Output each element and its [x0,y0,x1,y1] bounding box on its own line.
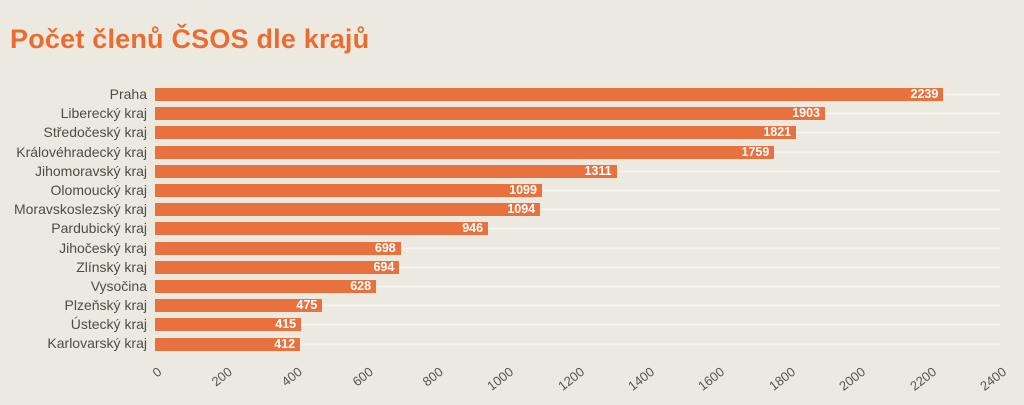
x-tick-label: 600 [349,364,376,390]
x-tick-label: 0 [149,364,165,381]
x-tick-label: 200 [208,364,235,390]
bar: 1759 [155,144,775,159]
x-tick-label: 1400 [625,364,658,394]
bar-row: Královéhradecký kraj 1759 [0,143,1000,162]
bar-row: Liberecký kraj 1903 [0,104,1000,123]
x-tick-label: 1200 [554,364,587,394]
bar: 1821 [155,125,797,140]
bar-track: 1099 [155,183,1000,198]
value-label: 1903 [792,106,820,121]
value-label: 628 [350,278,372,293]
bar-track: 2239 [155,87,1000,102]
category-label: Vysočina [90,277,147,294]
bar: 415 [155,317,302,332]
bar-row: Moravskoslezský kraj 1094 [0,200,1000,219]
value-label: 1821 [763,125,792,140]
value-label: 1311 [584,163,612,178]
bar-row: Plzeňský kraj 475 [0,296,1000,315]
bar-track: 1759 [155,144,1000,159]
bar: 946 [155,221,489,236]
category-label: Ústecký kraj [70,316,147,333]
x-tick-label: 1800 [765,364,798,394]
category-label: Plzeňský kraj [64,297,147,314]
bar-row: Středočeský kraj 1821 [0,123,1000,142]
bar-row: Praha 2239 [0,85,1000,104]
bar-row: Karlovarský kraj 412 [0,334,1000,353]
category-label: Jihomoravský kraj [34,162,147,179]
category-label: Moravskoslezský kraj [13,201,147,218]
bar-track: 1903 [155,106,1000,121]
x-tick-label: 2200 [906,364,939,394]
bar-row: Olomoucký kraj 1099 [0,181,1000,200]
bar: 628 [155,278,377,293]
bar-track: 628 [155,278,1000,293]
bar: 1099 [155,183,542,198]
bar-track: 694 [155,259,1000,274]
bar-track: 412 [155,336,1000,351]
value-label: 1094 [507,202,536,217]
x-tick-label: 800 [419,364,446,390]
x-tick-label: 2000 [836,364,869,394]
category-label: Středočeský kraj [43,124,147,141]
value-label: 412 [274,336,296,351]
bar-row: Pardubický kraj 946 [0,219,1000,238]
bar-row: Ústecký kraj 415 [0,315,1000,334]
value-label: 946 [462,221,484,236]
bar-track: 475 [155,298,1000,313]
value-label: 1759 [741,144,770,159]
value-label: 475 [296,298,318,313]
bar: 698 [155,240,401,255]
x-tick-label: 2400 [977,364,1010,394]
x-tick-label: 1000 [484,364,517,394]
bar-row: Jihočeský kraj 698 [0,239,1000,258]
x-tick-label: 400 [278,364,306,390]
category-label: Olomoucký kraj [50,181,147,198]
category-label: Liberecký kraj [60,105,147,122]
bar: 1094 [155,202,541,217]
bar: 475 [155,298,323,313]
x-tick-label: 1600 [695,364,728,394]
bar-track: 698 [155,240,1000,255]
value-label: 694 [373,259,395,274]
category-label: Jihočeský kraj [59,239,147,256]
bar-track: 1311 [155,163,1000,178]
bar-chart-plot-area: Praha 2239 Liberecký kraj 1903 Středočeský k… [0,85,1000,354]
value-label: 415 [275,317,297,332]
bar-row: Vysočina 628 [0,277,1000,296]
bar-row: Jihomoravský kraj 1311 [0,162,1000,181]
bar: 412 [155,336,301,351]
bar-track: 415 [155,317,1000,332]
value-label: 2239 [910,87,939,102]
bar: 694 [155,259,400,274]
value-label: 698 [374,240,396,255]
category-label: Královéhradecký kraj [16,143,147,160]
category-label: Praha [109,86,147,102]
category-label: Karlovarský kraj [47,335,147,352]
value-label: 1099 [509,183,537,198]
bar: 2239 [155,87,944,102]
bar-track: 946 [155,221,1000,236]
bar: 1311 [155,163,617,178]
category-label: Pardubický kraj [51,220,147,237]
category-label: Zlínský kraj [76,258,147,275]
bar-track: 1821 [155,125,1000,140]
bar-track: 1094 [155,202,1000,217]
chart-title: Počet členů ČSOS dle krajů [10,24,370,54]
bar: 1903 [155,106,825,121]
x-axis: 0 200 400 600 800 1000 1200 1400 1600 1800 2000 220… [149,358,1009,404]
bar-row: Zlínský kraj 694 [0,258,1000,277]
